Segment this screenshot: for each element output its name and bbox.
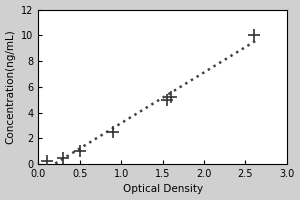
- Point: [164, 98, 169, 101]
- Point: [110, 130, 115, 133]
- Y-axis label: Concentration(ng/mL): Concentration(ng/mL): [6, 29, 16, 144]
- Point: [44, 160, 49, 163]
- Point: [77, 150, 82, 153]
- Point: [251, 34, 256, 37]
- X-axis label: Optical Density: Optical Density: [122, 184, 202, 194]
- Point: [61, 156, 66, 159]
- Point: [169, 95, 173, 99]
